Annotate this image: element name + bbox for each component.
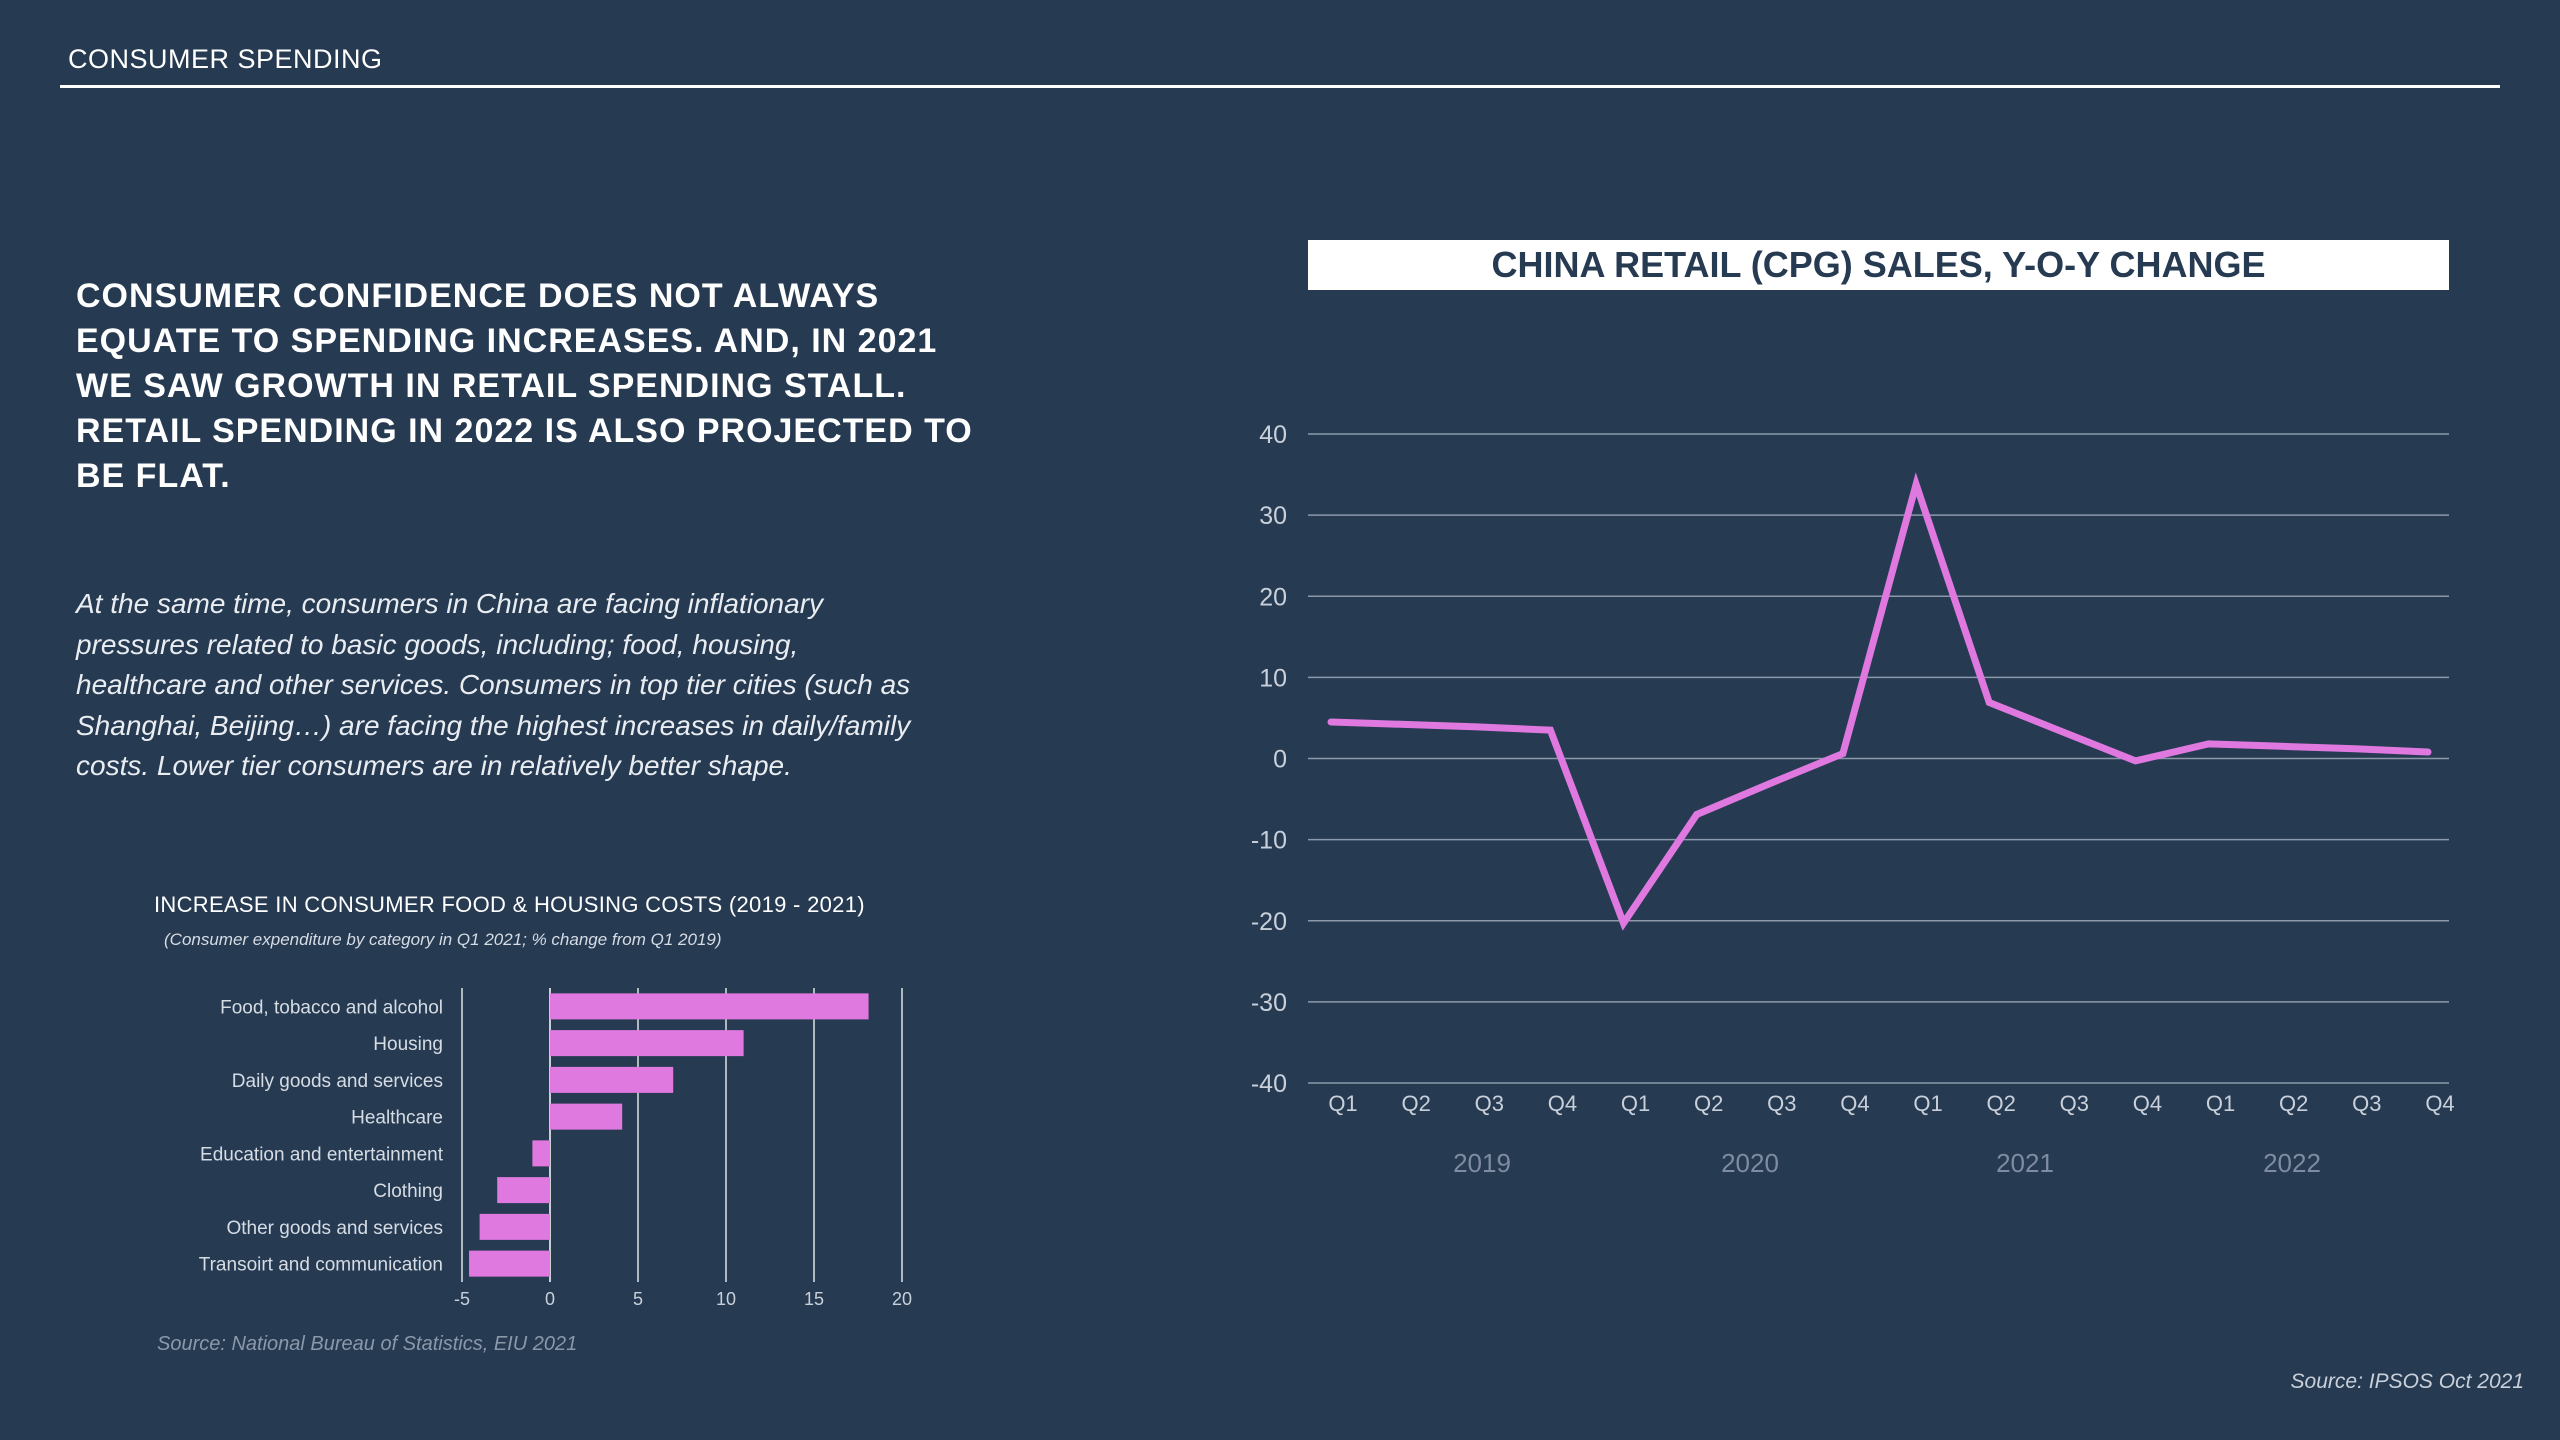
line-y-tick-label: -20: [1251, 908, 1287, 936]
line-y-tick-label: 40: [1259, 421, 1287, 449]
line-x-tick-label: Q4: [2425, 1091, 2454, 1116]
bar-clothing: [497, 1177, 550, 1204]
bar-category-label: Healthcare: [351, 1108, 443, 1129]
line-year-label: 2019: [1453, 1148, 1511, 1178]
bar-other-goods-and-services: [479, 1213, 550, 1240]
line-data-point: [1841, 752, 1845, 756]
bar-chart-title: INCREASE IN CONSUMER FOOD & HOUSING COST…: [154, 892, 865, 917]
body-paragraph: At the same time, consumers in China are…: [76, 588, 911, 781]
bar-category-label: Clothing: [373, 1181, 443, 1202]
bar-healthcare: [550, 1103, 623, 1130]
line-x-tick-label: Q4: [2133, 1091, 2162, 1116]
line-y-tick-label: -40: [1251, 1070, 1287, 1098]
bar-x-tick-label: 20: [892, 1289, 912, 1309]
line-x-tick-label: Q2: [1694, 1091, 1723, 1116]
bar-education-and-entertainment: [532, 1140, 550, 1167]
line-data-point: [1548, 728, 1552, 732]
line-y-tick-label: -30: [1251, 989, 1287, 1017]
line-x-tick-label: Q1: [1913, 1091, 1942, 1116]
line-x-tick-label: Q3: [2352, 1091, 2381, 1116]
bar-category-label: Food, tobacco and alcohol: [220, 997, 443, 1018]
line-chart-title: CHINA RETAIL (CPG) SALES, Y-O-Y CHANGE: [1308, 240, 2449, 290]
page-header-title: CONSUMER SPENDING: [68, 44, 383, 74]
line-year-label: 2022: [2263, 1148, 2321, 1178]
line-data-point: [1329, 720, 1333, 724]
line-x-tick-label: Q2: [1987, 1091, 2016, 1116]
bar-category-label: Housing: [373, 1034, 443, 1055]
line-data-point: [1475, 725, 1479, 729]
line-y-tick-label: 10: [1259, 664, 1287, 692]
bar-transoirt-and-communication: [469, 1250, 550, 1277]
line-data-point: [1914, 482, 1918, 486]
line-series-retail-sales: [1327, 472, 2432, 931]
bar-chart-subtitle: (Consumer expenditure by category in Q1 …: [164, 930, 722, 949]
line-year-label: 2020: [1721, 1148, 1779, 1178]
bar-category-label: Education and entertainment: [200, 1144, 444, 1165]
bar-x-tick-label: 5: [633, 1289, 643, 1309]
bar-x-tick-label: 0: [545, 1289, 555, 1309]
line-data-point: [1695, 812, 1699, 816]
line-x-tick-label: Q3: [1475, 1091, 1504, 1116]
bar-category-label: Transoirt and communication: [199, 1255, 443, 1276]
line-data-point: [2207, 742, 2211, 746]
bar-daily-goods-and-services: [550, 1066, 674, 1093]
bar-food-tobacco-and-alcohol: [550, 993, 869, 1020]
bar-x-tick-label: -5: [454, 1289, 470, 1309]
line-x-tick-label: Q1: [2206, 1091, 2235, 1116]
bar-housing: [550, 1030, 744, 1057]
line-data-point: [1402, 722, 1406, 726]
line-x-tick-label: Q3: [1767, 1091, 1796, 1116]
line-data-point: [2060, 730, 2064, 734]
bar-x-tick-label: 10: [716, 1289, 736, 1309]
line-data-point: [1987, 701, 1991, 705]
bar-x-tick-label: 15: [804, 1289, 824, 1309]
line-data-point: [2133, 759, 2137, 763]
line-x-tick-label: Q3: [2060, 1091, 2089, 1116]
line-data-point: [2280, 744, 2284, 748]
line-x-tick-label: Q2: [2279, 1091, 2308, 1116]
line-data-point: [1622, 921, 1626, 925]
line-year-label: 2021: [1996, 1148, 2054, 1178]
line-y-tick-label: 30: [1259, 502, 1287, 530]
bar-category-label: Other goods and services: [226, 1218, 443, 1239]
line-data-point: [2426, 750, 2430, 754]
line-data-point: [2353, 747, 2357, 751]
line-y-tick-label: -10: [1251, 827, 1287, 855]
line-x-tick-label: Q4: [1840, 1091, 1869, 1116]
line-x-tick-label: Q4: [1548, 1091, 1577, 1116]
headline: CONSUMER CONFIDENCE DOES NOT ALWAYS EQUA…: [76, 277, 973, 495]
line-y-tick-label: 0: [1273, 746, 1287, 774]
line-x-tick-label: Q1: [1328, 1091, 1357, 1116]
line-x-tick-label: Q1: [1621, 1091, 1650, 1116]
line-data-point: [1768, 782, 1772, 786]
bar-chart-source: Source: National Bureau of Statistics, E…: [157, 1333, 578, 1355]
line-y-tick-label: 20: [1259, 583, 1287, 611]
header-divider: [60, 85, 2500, 88]
line-x-tick-label: Q2: [1401, 1091, 1430, 1116]
line-chart-source: Source: IPSOS Oct 2021: [2290, 1370, 2524, 1393]
bar-category-label: Daily goods and services: [232, 1071, 443, 1092]
